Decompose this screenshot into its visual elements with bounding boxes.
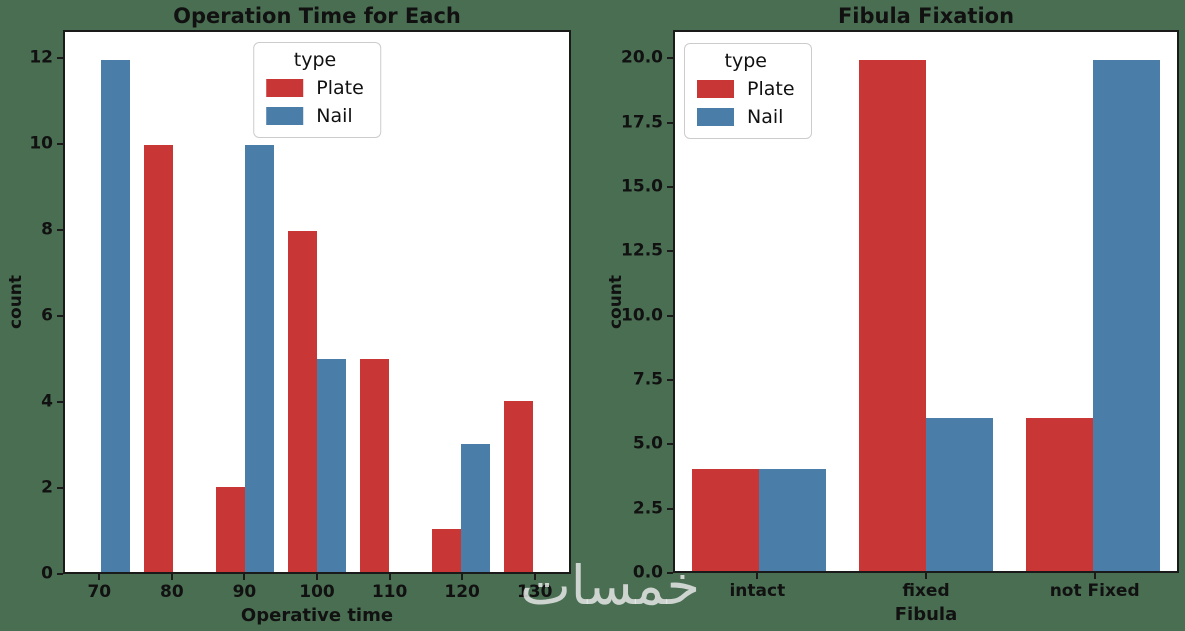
legend: type Plate Nail [253,42,381,138]
bar-intact-plate [691,468,759,571]
chart-title: Fibula Fixation [837,4,1015,28]
y-tick-mark [667,572,673,574]
y-tick-label: 12 [29,47,53,68]
bar-not-Fixed-nail [1093,60,1161,571]
y-tick-mark [667,443,673,446]
x-tick-mark [1093,573,1096,579]
y-tick-label: 0 [41,563,53,584]
plate-color-swatch [266,79,304,97]
y-tick-label: 12.5 [621,240,663,261]
legend-item-plate: Plate [266,77,364,99]
bar-intact-nail [758,468,826,571]
x-tick-mark [533,574,536,580]
y-tick-mark [667,121,673,124]
y-tick-label: 20.0 [621,47,663,68]
y-tick-label: 6 [41,305,53,326]
y-tick-mark [667,250,673,253]
x-tick-label: 100 [299,582,335,602]
chart-title: Operation Time for Each [173,4,461,28]
x-tick-mark [98,574,101,580]
bar-110-plate [360,358,389,572]
bar-not-Fixed-plate [1026,417,1094,571]
legend: type Plate Nail [684,43,812,139]
x-tick-label: 110 [371,582,408,602]
y-tick-label: 5.0 [632,433,663,454]
bar-90-plate [216,486,245,572]
legend-item-plate: Plate [697,78,795,100]
x-tick-label: 130 [516,582,553,602]
legend-item-nail: Nail [697,106,795,128]
y-tick-label: 7.5 [632,369,663,390]
x-tick-label: 70 [87,582,112,602]
y-tick-label: 10 [29,133,53,154]
y-tick-mark [57,228,63,231]
y-axis-label-wrap: count [5,30,27,574]
x-axis-label: Operative time [240,605,394,626]
legend-title: type [724,50,767,72]
x-tick-mark [243,574,246,580]
y-tick-label: 4 [41,391,53,412]
x-axis-label: Fibula [894,604,958,625]
x-tick-mark [756,573,759,579]
bar-130-plate [504,401,533,572]
y-tick-mark [57,314,63,317]
y-axis-label: count [6,274,26,330]
x-tick-label: fixed [902,581,950,601]
y-tick-label: 8 [41,219,53,240]
y-tick-mark [667,57,673,60]
legend-title: type [293,49,337,71]
y-tick-mark [57,400,63,403]
x-tick-label: 120 [444,582,480,602]
x-tick-mark [461,574,464,580]
y-tick-label: 2 [41,477,53,498]
bar-120-plate [432,529,461,572]
x-tick-mark [388,574,391,580]
x-tick-mark [925,573,927,579]
bar-120-nail [461,443,490,572]
y-tick-mark [57,487,63,489]
nail-color-swatch [266,107,304,125]
y-tick-label: 15.0 [621,176,663,197]
x-tick-label: intact [729,581,786,601]
y-tick-label: 2.5 [632,498,663,519]
y-tick-mark [57,573,63,575]
y-tick-mark [57,142,63,145]
x-tick-mark [170,574,173,580]
y-tick-label: 0.0 [632,562,663,583]
plot-area: type Plate Nail [673,30,1179,573]
legend-label-plate: Plate [316,77,364,99]
chart-fibula-fixation: Fibula Fixation type Plate Nail 0.0 2.5 5.… [606,4,1179,625]
bar-fixed-plate [859,60,926,571]
y-tick-label: 17.5 [621,112,663,133]
legend-label-nail: Nail [747,106,784,128]
khamsat-watermark: خمسات [519,554,701,617]
bar-100-nail [317,358,346,572]
y-axis-label: count [606,274,626,329]
y-tick-mark [57,56,63,59]
y-tick-label: 10.0 [621,305,663,326]
x-tick-mark [316,574,318,580]
x-tick-label: 80 [160,582,184,602]
legend-label-nail: Nail [316,105,353,127]
y-tick-mark [667,314,673,317]
plot-area: type Plate Nail [63,30,571,574]
bar-90-nail [245,145,274,572]
bar-70-nail [101,59,130,572]
legend-label-plate: Plate [747,78,795,100]
y-tick-mark [667,507,673,510]
y-tick-mark [667,379,673,381]
plate-color-swatch [697,80,734,98]
y-axis-label-wrap: count [605,30,627,573]
nail-color-swatch [697,108,734,126]
chart-operation-time: Operation Time for Each type Plate Nail … [6,4,571,626]
bar-80-plate [144,145,173,572]
x-tick-label: not Fixed [1049,581,1140,601]
bar-100-plate [288,230,317,572]
legend-item-nail: Nail [266,105,364,127]
y-tick-mark [667,185,673,188]
bar-fixed-nail [926,417,993,571]
x-tick-label: 90 [232,582,257,602]
